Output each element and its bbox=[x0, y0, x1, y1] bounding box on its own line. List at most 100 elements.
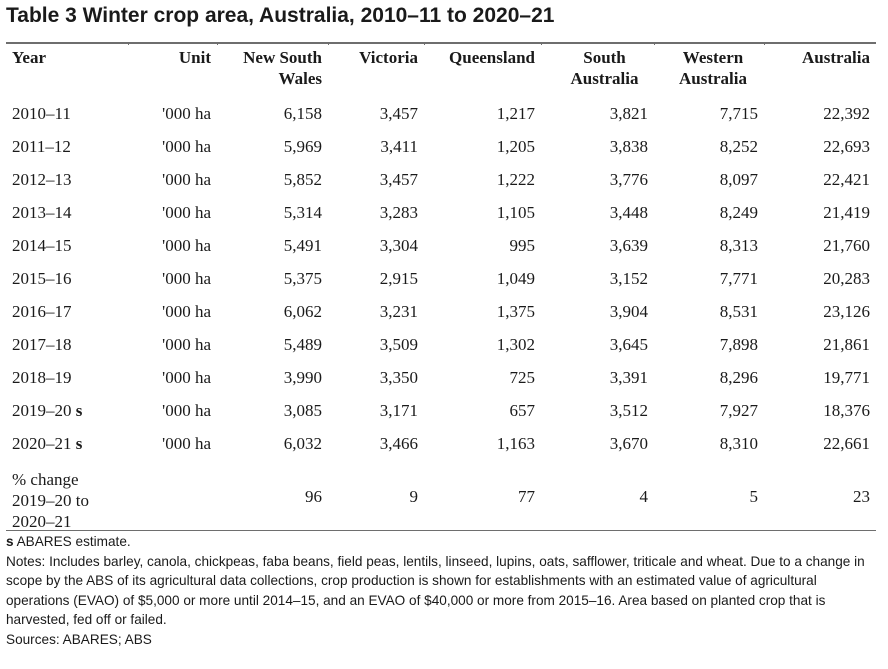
unit-cell: '000 ha bbox=[162, 203, 211, 222]
value-cell-nsw: 5,314 bbox=[283, 203, 322, 222]
unit-cell: '000 ha bbox=[162, 368, 211, 387]
year-cell: 2014–15 bbox=[12, 236, 72, 255]
value-cell-wa: 7,715 bbox=[719, 104, 758, 123]
value-cell-sa: 3,821 bbox=[609, 104, 648, 123]
col-header-unit: Unit bbox=[178, 48, 211, 67]
value-cell-vic: 3,231 bbox=[379, 302, 418, 321]
value-cell-aus: 20,283 bbox=[823, 269, 870, 288]
value-cell-wa: 8,531 bbox=[719, 302, 758, 321]
col-header-wa: Western Australia bbox=[679, 48, 747, 88]
pct-change-wa: 5 bbox=[749, 486, 759, 506]
value-cell-qld: 657 bbox=[509, 401, 536, 420]
value-cell-sa: 3,152 bbox=[609, 269, 648, 288]
year-cell: 2016–17 bbox=[12, 302, 72, 321]
value-cell-vic: 3,350 bbox=[379, 368, 418, 387]
value-cell-nsw: 6,158 bbox=[283, 104, 322, 123]
value-cell-aus: 21,419 bbox=[823, 203, 870, 222]
value-cell-sa: 3,776 bbox=[609, 170, 648, 189]
pct-change-nsw: 96 bbox=[305, 486, 322, 506]
winter-crop-table: Year Unit New South Wales Victoria Queens… bbox=[6, 44, 876, 540]
sources-note: Sources: ABARES; ABS bbox=[6, 631, 152, 647]
value-cell-sa: 3,448 bbox=[609, 203, 648, 222]
value-cell-qld: 1,049 bbox=[496, 269, 535, 288]
value-cell-wa: 7,927 bbox=[719, 401, 758, 420]
value-cell-nsw: 5,375 bbox=[283, 269, 322, 288]
header-row: Year Unit New South Wales Victoria Queens… bbox=[6, 44, 876, 97]
value-cell-aus: 19,771 bbox=[823, 368, 870, 387]
table-row: 2012–13 '000 ha 5,852 3,457 1,222 3,776 8,097 2… bbox=[6, 163, 876, 196]
value-cell-vic: 3,466 bbox=[379, 434, 418, 453]
value-cell-vic: 3,304 bbox=[379, 236, 418, 255]
unit-cell: '000 ha bbox=[162, 236, 211, 255]
value-cell-nsw: 5,852 bbox=[283, 170, 322, 189]
value-cell-qld: 1,205 bbox=[496, 137, 535, 156]
value-cell-wa: 7,898 bbox=[719, 335, 758, 354]
year-cell: 2018–19 bbox=[12, 368, 72, 387]
estimate-marker: s bbox=[75, 401, 83, 420]
year-cell: 2017–18 bbox=[12, 335, 72, 354]
col-header-aus: Australia bbox=[802, 48, 870, 67]
table-row: 2017–18 '000 ha 5,489 3,509 1,302 3,645 7,898 2… bbox=[6, 328, 876, 361]
table-row: 2014–15 '000 ha 5,491 3,304 995 3,639 8,313 21,… bbox=[6, 229, 876, 262]
unit-cell: '000 ha bbox=[162, 401, 211, 420]
pct-change-vic: 9 bbox=[409, 486, 419, 506]
year-cell: 2012–13 bbox=[12, 170, 72, 189]
unit-cell: '000 ha bbox=[162, 170, 211, 189]
value-cell-sa: 3,639 bbox=[609, 236, 648, 255]
pct-change-aus: 23 bbox=[853, 486, 870, 506]
value-cell-wa: 8,296 bbox=[719, 368, 758, 387]
estimate-marker: s bbox=[75, 434, 83, 453]
year-cell: 2011–12 bbox=[12, 137, 71, 156]
unit-cell: '000 ha bbox=[162, 434, 211, 453]
unit-cell: '000 ha bbox=[162, 104, 211, 123]
value-cell-sa: 3,512 bbox=[609, 401, 648, 420]
value-cell-aus: 21,861 bbox=[823, 335, 870, 354]
value-cell-qld: 995 bbox=[509, 236, 536, 255]
pct-change-qld: 77 bbox=[518, 486, 535, 506]
pct-change-sa: 4 bbox=[639, 486, 649, 506]
table-row: 2018–19 '000 ha 3,990 3,350 725 3,391 8,296 19,… bbox=[6, 361, 876, 394]
value-cell-aus: 21,760 bbox=[823, 236, 870, 255]
notes-paragraph: Notes: Includes barley, canola, chickpea… bbox=[6, 553, 865, 628]
value-cell-aus: 18,376 bbox=[823, 401, 870, 420]
col-header-qld: Queensland bbox=[449, 48, 535, 67]
value-cell-wa: 8,310 bbox=[719, 434, 758, 453]
table-notes: s ABARES estimate. Notes: Includes barle… bbox=[6, 532, 882, 650]
value-cell-vic: 3,411 bbox=[380, 137, 418, 156]
value-cell-aus: 22,421 bbox=[823, 170, 870, 189]
value-cell-nsw: 6,062 bbox=[283, 302, 322, 321]
table-row: 2016–17 '000 ha 6,062 3,231 1,375 3,904 8,531 2… bbox=[6, 295, 876, 328]
value-cell-sa: 3,391 bbox=[609, 368, 648, 387]
value-cell-aus: 22,693 bbox=[823, 137, 870, 156]
estimate-note: s ABARES estimate. bbox=[6, 534, 131, 549]
value-cell-qld: 1,105 bbox=[496, 203, 535, 222]
value-cell-vic: 3,457 bbox=[379, 104, 418, 123]
col-header-sa: South Australia bbox=[570, 48, 639, 88]
year-cell: 2010–11 bbox=[12, 104, 71, 123]
unit-cell: '000 ha bbox=[162, 269, 211, 288]
value-cell-qld: 1,163 bbox=[496, 434, 535, 453]
col-header-nsw: New South Wales bbox=[243, 48, 322, 88]
value-cell-vic: 3,283 bbox=[379, 203, 418, 222]
value-cell-nsw: 3,085 bbox=[283, 401, 322, 420]
year-cell: 2013–14 bbox=[12, 203, 72, 222]
table-row: 2010–11 '000 ha 6,158 3,457 1,217 3,821 7,715 2… bbox=[6, 97, 876, 130]
value-cell-nsw: 5,491 bbox=[283, 236, 322, 255]
value-cell-nsw: 5,969 bbox=[283, 137, 322, 156]
value-cell-aus: 22,661 bbox=[823, 434, 870, 453]
value-cell-nsw: 6,032 bbox=[283, 434, 322, 453]
value-cell-nsw: 3,990 bbox=[283, 368, 322, 387]
value-cell-aus: 22,392 bbox=[823, 104, 870, 123]
value-cell-aus: 23,126 bbox=[823, 302, 870, 321]
value-cell-qld: 1,375 bbox=[496, 302, 535, 321]
column-ticks bbox=[6, 42, 876, 45]
value-cell-sa: 3,904 bbox=[609, 302, 648, 321]
table-row: 2020–21 s '000 ha 6,032 3,466 1,163 3,670 8,31… bbox=[6, 427, 876, 460]
value-cell-wa: 7,771 bbox=[719, 269, 758, 288]
value-cell-sa: 3,670 bbox=[609, 434, 648, 453]
top-rule bbox=[6, 42, 876, 44]
value-cell-vic: 2,915 bbox=[379, 269, 418, 288]
year-cell: 2015–16 bbox=[12, 269, 72, 288]
value-cell-sa: 3,838 bbox=[609, 137, 648, 156]
value-cell-nsw: 5,489 bbox=[283, 335, 322, 354]
